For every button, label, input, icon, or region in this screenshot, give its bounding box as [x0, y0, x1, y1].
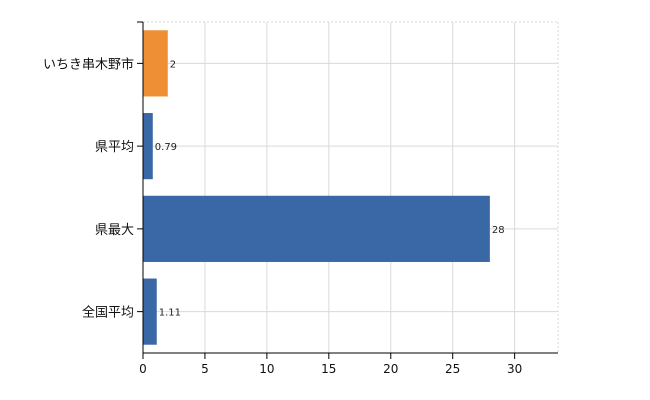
bar	[143, 30, 168, 97]
bar	[143, 278, 157, 345]
grid-layer	[143, 21, 559, 353]
bar	[143, 113, 153, 180]
y-category-label: 県平均	[95, 140, 134, 155]
x-tick-label: 30	[507, 362, 522, 376]
x-tick-label: 10	[259, 362, 274, 376]
x-tick-label: 5	[201, 362, 209, 376]
bars-layer	[143, 30, 490, 345]
data-label: 28	[492, 225, 505, 236]
x-tick-label: 20	[383, 362, 398, 376]
x-tick-label: 25	[445, 362, 460, 376]
x-tick-label: 15	[321, 362, 336, 376]
y-category-label: 県最大	[95, 223, 134, 238]
data-label: 2	[170, 59, 176, 70]
y-category-label: いちき串木野市	[43, 56, 134, 72]
data-label: 0.79	[155, 142, 177, 153]
axes-layer	[137, 21, 558, 359]
y-category-label: 全国平均	[82, 305, 134, 321]
bar	[143, 195, 490, 262]
x-tick-label: 0	[139, 362, 147, 376]
data-label: 1.11	[159, 308, 181, 319]
